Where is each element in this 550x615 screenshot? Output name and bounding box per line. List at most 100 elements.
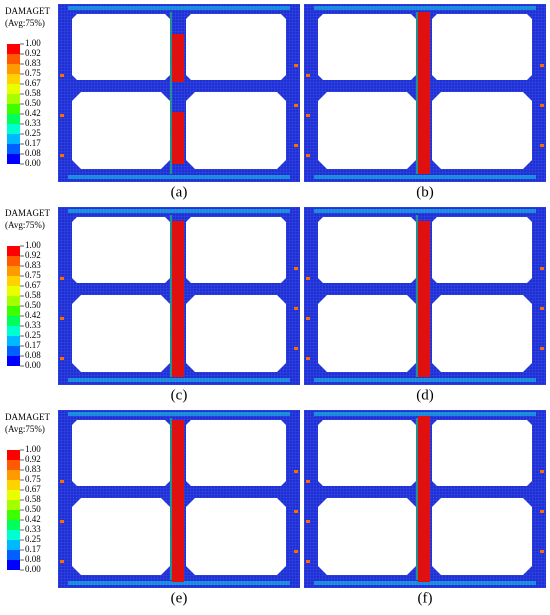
opening [186,295,286,372]
damage-column [418,221,430,377]
legend-band [7,44,20,54]
legend-band [7,480,20,490]
legend-title: DAMAGET [5,412,50,422]
legend-band [7,530,20,540]
opening [72,420,170,486]
legend-tick-label: 0.50 [25,504,41,514]
legend-tick-label: 0.50 [25,300,41,310]
legend-tick-label: 0.83 [25,58,41,68]
legend-tick-label: 0.92 [25,48,41,58]
legend-tick-label: 0.42 [25,108,41,118]
legend-tick-label: 0.58 [25,494,41,504]
legend-band [7,114,20,124]
opening [432,92,532,169]
opening [72,498,170,575]
legend-tick-label: 0.00 [25,360,41,370]
legend-band [7,276,20,286]
legend-tick-label: 0.17 [25,138,41,148]
opening [318,92,416,169]
legend-tick-label: 0.83 [25,464,41,474]
damage-column [418,12,430,174]
opening [186,217,286,283]
damage-mark [540,550,544,553]
legend-band [7,74,20,84]
legend-band [7,94,20,104]
damage-mark [306,74,310,77]
legend-band [7,54,20,64]
legend-tick-label: 0.58 [25,290,41,300]
opening [186,420,286,486]
legend-band [7,356,20,366]
legend-band [7,144,20,154]
opening [318,14,416,80]
damage-mark [540,144,544,147]
legend-band [7,104,20,114]
legend-band [7,490,20,500]
contour-panel [58,410,300,588]
legend-tick-label: 0.17 [25,340,41,350]
damage-mark [294,347,298,350]
damage-column [172,112,184,164]
legend-tick-label: 1.00 [25,38,41,48]
damage-edge [68,175,290,179]
damage-mark [306,154,310,157]
damage-edge [314,209,536,213]
damage-column [172,34,184,82]
legend-band [7,550,20,560]
opening [72,92,170,169]
legend-subtitle: (Avg:75%) [5,18,45,28]
opening [318,295,416,372]
opening [318,217,416,283]
damage-edge [314,581,536,585]
legend-band [7,460,20,470]
damage-column-edge [170,418,172,580]
panel-label: (a) [171,184,188,200]
damage-edge [314,378,536,382]
legend-tick-label: 0.50 [25,98,41,108]
opening [432,420,532,486]
panel-label: (b) [416,184,434,200]
legend-band [7,336,20,346]
legend-tick-label: 0.83 [25,260,41,270]
panel-label: (f) [418,590,433,606]
opening [72,14,170,80]
legend-band [7,266,20,276]
damage-mark [540,510,544,513]
damage-edge [68,378,290,382]
damage-mark [294,64,298,67]
opening [186,14,286,80]
legend-tick-label: 0.08 [25,554,41,564]
legend-tick-label: 0.25 [25,128,41,138]
legend-band [7,84,20,94]
damage-mark [294,144,298,147]
damage-mark [540,470,544,473]
legend-tick-label: 0.00 [25,158,41,168]
damage-edge [68,6,290,10]
damage-mark [60,560,64,563]
legend-band [7,500,20,510]
legend-tick-label: 0.75 [25,68,41,78]
damage-mark [294,267,298,270]
legend-tick-label: 0.58 [25,88,41,98]
damage-mark [294,510,298,513]
contour-panel [58,4,300,182]
legend-tick-label: 0.67 [25,280,41,290]
damage-edge [68,581,290,585]
contour-panel [304,207,546,385]
damage-mark [294,550,298,553]
opening [186,498,286,575]
damage-column-edge [170,215,172,377]
damage-mark [60,277,64,280]
legend-band [7,306,20,316]
damage-mark [294,470,298,473]
damage-column-edge [416,418,418,580]
damage-mark [60,74,64,77]
legend-band [7,510,20,520]
damage-mark [294,104,298,107]
damage-mark [306,277,310,280]
legend-tick-label: 0.42 [25,310,41,320]
damage-column [418,416,430,582]
legend-tick-label: 0.00 [25,564,41,574]
legend-tick-label: 0.33 [25,320,41,330]
